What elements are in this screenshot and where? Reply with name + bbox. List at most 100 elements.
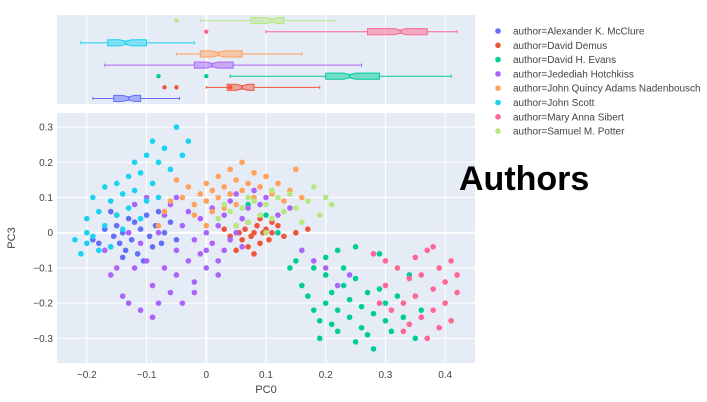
data-point (191, 279, 198, 285)
data-point (358, 303, 365, 310)
box-outlier (204, 29, 209, 34)
data-point (424, 335, 431, 342)
data-point (328, 321, 335, 328)
data-point (340, 282, 347, 289)
data-point (430, 286, 437, 292)
data-point (448, 258, 454, 264)
data-point (191, 236, 198, 243)
data-point (251, 229, 257, 236)
data-point (143, 152, 150, 159)
data-point (418, 272, 425, 278)
y-tick-label: 0.2 (39, 158, 53, 169)
data-point (137, 215, 144, 222)
data-point (310, 258, 317, 264)
data-point (263, 201, 269, 208)
data-point (107, 198, 114, 204)
box-body (250, 17, 285, 25)
data-point (215, 215, 222, 222)
box-body (107, 39, 148, 47)
data-point (131, 201, 138, 208)
data-point (179, 194, 186, 201)
legend-marker (495, 56, 501, 63)
data-point (352, 339, 359, 345)
data-point (185, 208, 192, 215)
data-point (149, 180, 156, 187)
legend-label: author=Samuel M. Potter (513, 127, 625, 138)
data-point (328, 201, 335, 208)
data-point (340, 265, 347, 271)
data-point (161, 208, 168, 215)
data-point (257, 201, 263, 208)
data-point (113, 180, 120, 187)
data-point (209, 208, 216, 215)
data-point (185, 184, 192, 190)
data-point (90, 233, 96, 240)
data-point (125, 173, 132, 180)
data-point (275, 229, 281, 236)
data-point (251, 251, 257, 257)
data-point (239, 159, 245, 166)
data-point (287, 205, 293, 211)
data-point (334, 247, 341, 254)
box-outlier (162, 85, 167, 90)
data-point (388, 328, 395, 335)
data-point (107, 208, 114, 215)
data-point (370, 310, 377, 317)
data-point (370, 346, 377, 352)
data-point (394, 293, 401, 299)
legend-label: author=David Demus (513, 41, 607, 52)
data-point (215, 194, 222, 201)
data-point (173, 272, 180, 278)
data-point (334, 328, 341, 335)
box-plot (175, 50, 303, 58)
box-plot (174, 17, 336, 25)
data-point (412, 335, 419, 342)
data-point (293, 205, 299, 211)
data-point (266, 236, 272, 243)
x-tick-label: 0.2 (319, 370, 333, 381)
data-point (424, 247, 431, 254)
data-point (209, 187, 216, 194)
data-point (382, 317, 389, 324)
data-point (233, 229, 239, 236)
data-point (370, 251, 377, 257)
data-point (113, 212, 120, 218)
legend-label: author=David H. Evans (513, 55, 616, 66)
data-point (269, 229, 275, 236)
y-tick-label: 0 (47, 228, 53, 239)
data-point (203, 180, 210, 187)
data-point (137, 226, 144, 232)
data-point (430, 244, 437, 250)
data-point (119, 191, 126, 197)
data-point (322, 265, 329, 271)
data-point (173, 247, 180, 254)
data-point (412, 293, 419, 299)
data-point (125, 229, 132, 236)
legend-marker (495, 42, 501, 49)
data-point (245, 205, 251, 211)
legend-label: author=John Scott (513, 98, 595, 109)
data-point (179, 222, 186, 229)
data-point (131, 187, 138, 194)
data-point (84, 229, 90, 236)
data-point (316, 335, 323, 342)
data-point (203, 247, 210, 254)
data-point (119, 226, 126, 232)
box-plot (80, 39, 195, 47)
data-point (96, 208, 102, 215)
data-point (173, 236, 180, 243)
data-point (376, 286, 383, 292)
data-point (221, 212, 227, 218)
data-point (110, 233, 117, 240)
box-plot (162, 83, 321, 91)
legend-marker (495, 71, 501, 77)
data-point (125, 205, 132, 211)
box-body (193, 61, 234, 69)
x-tick-label: 0.1 (259, 370, 273, 381)
data-point (245, 244, 251, 250)
data-point (137, 170, 144, 176)
data-point (322, 194, 329, 201)
data-point (418, 307, 425, 313)
data-point (116, 240, 123, 247)
data-point (137, 240, 144, 247)
